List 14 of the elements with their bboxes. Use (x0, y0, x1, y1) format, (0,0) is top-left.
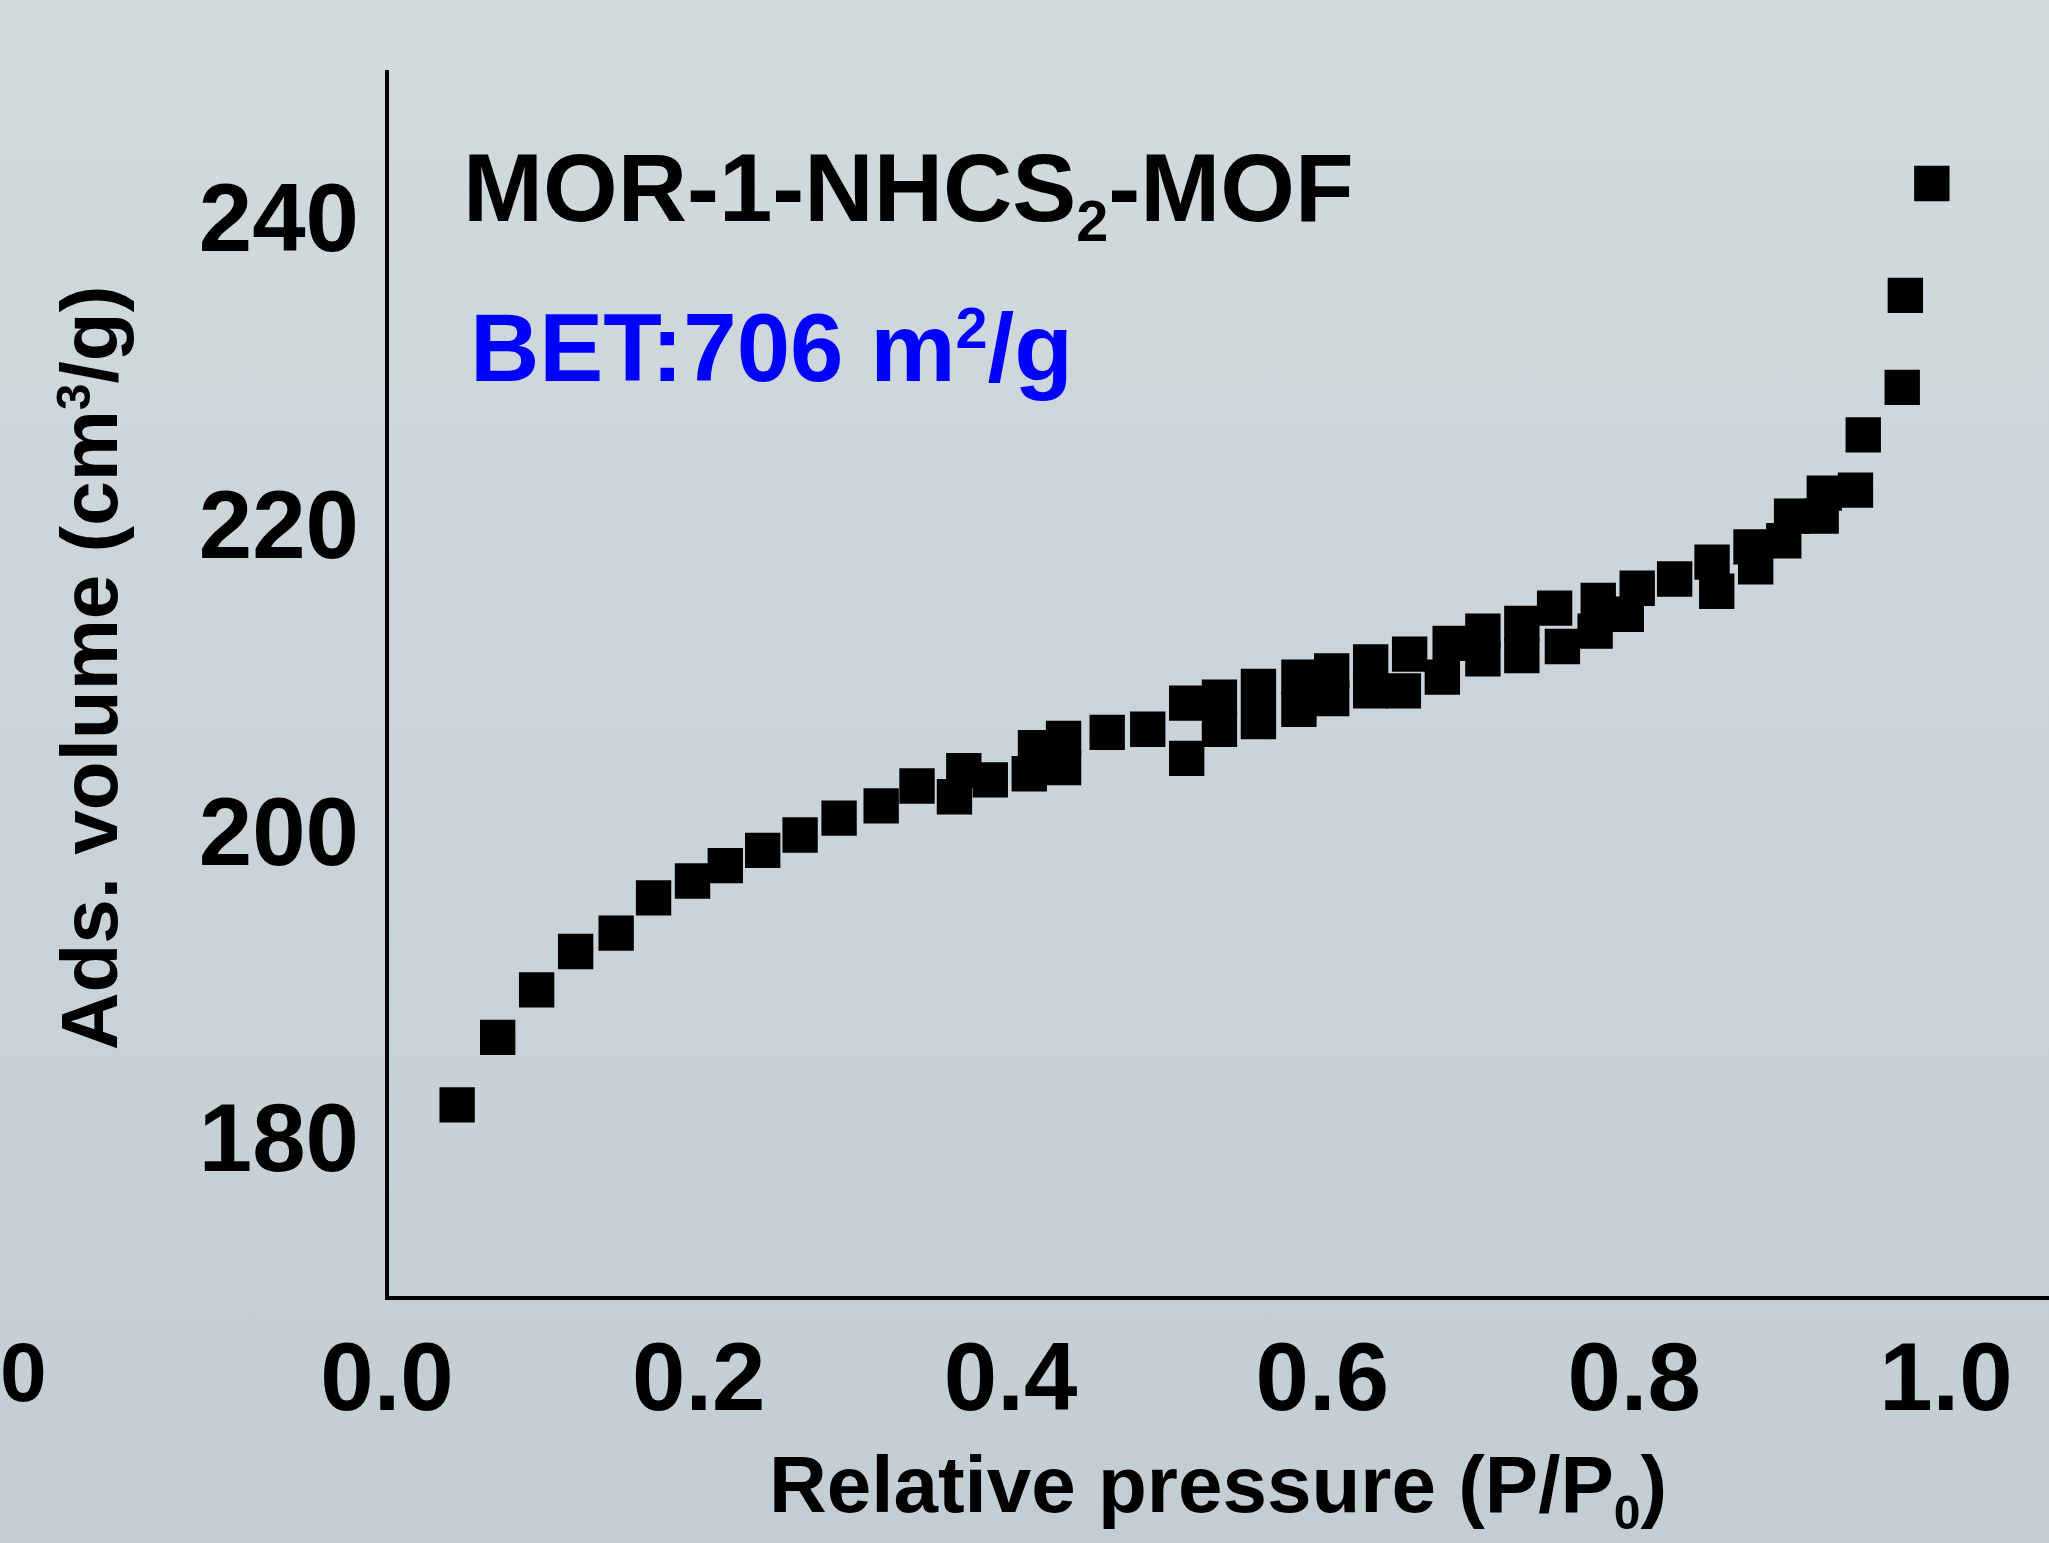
x-axis-title: Relative pressure (P/P$_{0}$) (768, 1440, 1668, 1539)
x-tick-label: 1.0 (1879, 1323, 2013, 1431)
x-tick-label: 0.6 (1255, 1323, 1390, 1431)
text: 0 (0, 1325, 47, 1419)
x-tick-label: 0.8 (1567, 1323, 1701, 1431)
y-tick-label: 180 (198, 1084, 359, 1192)
y-tick-label: 200 (198, 777, 359, 885)
y-tick-label: 240 (198, 164, 359, 272)
y-tick-label: 220 (198, 470, 359, 578)
annotation: MOR-1-NHCS$_{2}$-MOF (463, 134, 1354, 254)
x-tick-label: 0.4 (943, 1323, 1078, 1431)
x-tick-label: 0.0 (320, 1323, 454, 1431)
x-tick-label: 0.2 (632, 1323, 766, 1431)
annotation: BET:706 m$^{2}$/g (470, 294, 1073, 401)
